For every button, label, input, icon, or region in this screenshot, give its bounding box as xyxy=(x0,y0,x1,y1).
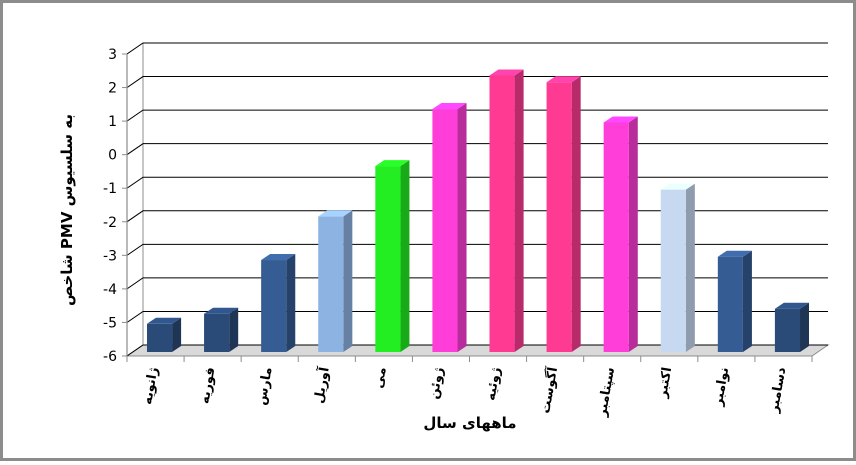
bar xyxy=(146,317,182,352)
bars-layer xyxy=(146,69,810,353)
y-tick-labels: 3 2 1 0 -1 -2 -3 -4 -5 -6 xyxy=(103,47,117,365)
bar xyxy=(375,160,410,352)
y-tick-label: 3 xyxy=(108,47,117,63)
bar-top xyxy=(774,302,810,309)
x-tick-label: ژوئن xyxy=(427,366,447,400)
bar-front xyxy=(318,216,344,352)
gridline xyxy=(126,76,828,88)
bar-side xyxy=(685,183,695,352)
bar-front xyxy=(603,122,629,352)
y-tick-label: 2 xyxy=(108,81,117,97)
y-tick-label: 1 xyxy=(108,114,117,130)
gridline xyxy=(126,109,828,122)
bar-top xyxy=(318,210,353,217)
grid-layer xyxy=(122,42,830,362)
bar-front xyxy=(146,323,173,352)
x-tick-label: نوامبر xyxy=(711,366,733,408)
bar xyxy=(261,254,296,352)
y-tick-label: 0 xyxy=(108,148,117,164)
bar xyxy=(318,210,353,352)
x-axis-title: ماههای سال xyxy=(423,414,516,432)
y-tick-label: -3 xyxy=(103,248,117,264)
y-tick-label: -4 xyxy=(103,282,117,298)
bar-front xyxy=(660,189,686,352)
bar-front xyxy=(432,109,458,353)
bar xyxy=(603,116,638,352)
x-tick-label: ژانویه xyxy=(140,366,161,406)
gridline xyxy=(126,176,828,189)
bar-front xyxy=(489,75,515,352)
bar xyxy=(204,307,239,352)
x-tick-label: فوریه xyxy=(197,366,218,405)
bar-side xyxy=(400,160,410,352)
gridline xyxy=(126,210,828,223)
y-axis-title: شاخص PMV به سلسیوس xyxy=(58,114,76,306)
bar-side xyxy=(457,103,467,353)
x-tick-label: ژوئیه xyxy=(483,366,504,402)
bar xyxy=(546,76,581,352)
gridline xyxy=(126,277,828,290)
bar xyxy=(660,183,695,352)
bar-top xyxy=(261,254,296,261)
x-tick-label: می xyxy=(371,366,389,389)
bar-top xyxy=(375,160,410,167)
gridline xyxy=(126,42,828,55)
bar-front xyxy=(774,308,801,352)
bar-side xyxy=(229,307,239,352)
y-tick-label: -1 xyxy=(103,181,117,197)
bar-side xyxy=(514,69,524,352)
gridline xyxy=(126,143,828,156)
bar-front xyxy=(204,313,230,352)
bar-front xyxy=(375,166,401,352)
gridline xyxy=(126,243,828,256)
bar-top xyxy=(432,103,467,110)
bar-side xyxy=(628,116,638,352)
bar-top xyxy=(717,250,752,257)
bar-top xyxy=(546,76,581,83)
x-tick-label: مارس xyxy=(254,366,275,406)
bar-front xyxy=(717,256,743,352)
x-tick-labels: ژانویه فوریه مارس آوریل می ژوئن ژوئیه آگوست سپتا… xyxy=(140,365,789,418)
bar-side xyxy=(286,254,296,352)
bar-top xyxy=(146,317,182,324)
gridline xyxy=(126,310,828,323)
y-tick-label: -6 xyxy=(103,349,117,365)
bar-top xyxy=(204,307,239,314)
y-tick-label: -2 xyxy=(103,215,117,231)
bar xyxy=(489,69,524,352)
gridline xyxy=(126,344,828,357)
bar-top xyxy=(660,183,695,190)
bar-side xyxy=(172,317,182,352)
bar-top xyxy=(603,116,638,123)
y-tick-label: -5 xyxy=(103,315,117,331)
bar xyxy=(774,302,810,352)
bar xyxy=(717,250,752,352)
bar-front xyxy=(546,82,572,352)
bar-top xyxy=(489,69,524,76)
bar xyxy=(432,103,467,353)
x-tick-label: اکتبر xyxy=(655,366,675,400)
bar-front xyxy=(261,260,287,352)
bar-side xyxy=(800,302,810,352)
bar-side xyxy=(343,210,353,352)
bar-side xyxy=(742,250,752,352)
x-tick-label: آوریل xyxy=(310,365,333,404)
bar-side xyxy=(571,76,581,352)
